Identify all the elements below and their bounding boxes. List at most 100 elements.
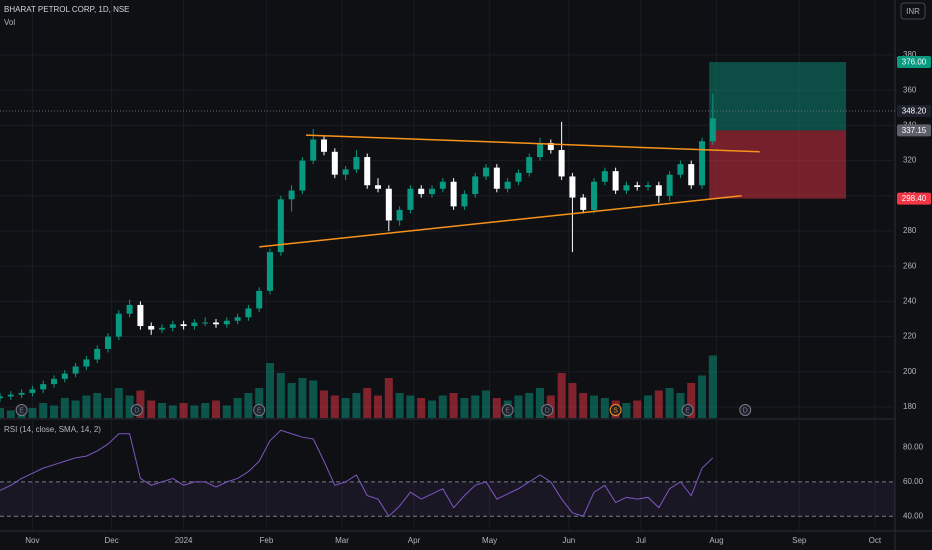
volume-bar [708, 355, 717, 418]
x-tick-label: Mar [335, 536, 349, 545]
volume-bar [341, 398, 350, 418]
event-label: D [545, 407, 550, 414]
volume-bar [60, 398, 69, 418]
candle-body [126, 304, 133, 314]
event-label: E [685, 407, 690, 414]
volume-bar [330, 395, 339, 418]
candle-body [623, 185, 630, 191]
volume-bar [633, 400, 642, 418]
candle-body [666, 174, 673, 196]
y-tick-label: 360 [903, 85, 917, 94]
y-tick-label: 320 [903, 156, 917, 165]
volume-label: Vol [4, 18, 15, 27]
volume-bar [287, 383, 296, 418]
rsi-tick-label: 80.00 [903, 443, 924, 452]
event-marker [541, 404, 554, 416]
event-marker [130, 404, 143, 416]
volume-bar [557, 373, 566, 418]
volume-bar [168, 405, 177, 418]
volume-bar [590, 395, 599, 418]
event-label: E [505, 407, 510, 414]
candle-body [699, 141, 706, 186]
volume-bar [266, 363, 275, 418]
candle-body [137, 304, 144, 327]
price-label: 337.15 [902, 126, 927, 135]
y-tick-label: 380 [903, 50, 917, 59]
candle-body [688, 164, 695, 186]
candle-body [353, 157, 360, 170]
volume-bar [0, 408, 4, 418]
volume-bar [406, 395, 415, 418]
volume-bar [568, 383, 577, 418]
volume-bar [212, 400, 221, 418]
candle-body [288, 190, 295, 200]
x-tick-label: Jul [636, 536, 646, 545]
candle-body [72, 366, 79, 374]
volume-bar [482, 390, 491, 418]
volume-bar [82, 395, 91, 418]
volume-bar [525, 393, 534, 418]
volume-bar [438, 395, 447, 418]
candle-body [180, 324, 187, 327]
candle-body [105, 336, 112, 349]
volume-bar [536, 388, 545, 418]
volume-bar [158, 403, 167, 418]
candle-body [677, 164, 684, 175]
price-label-box [897, 192, 931, 205]
volume-bar [644, 395, 653, 418]
y-tick-label: 260 [903, 261, 917, 270]
price-label: 376.00 [902, 58, 927, 67]
price-label-box [897, 56, 931, 69]
volume-bar [492, 398, 501, 418]
trendline [259, 195, 742, 248]
candle-body [655, 185, 662, 196]
volume-bar [114, 388, 123, 418]
candle-body [537, 143, 544, 158]
candle-body [396, 209, 403, 221]
candle-body [429, 188, 436, 195]
candle-body [277, 199, 284, 253]
candle-body [202, 322, 209, 324]
volume-bar [665, 388, 674, 418]
candle-body [191, 322, 198, 327]
volume-bar [222, 405, 231, 418]
candle-body [709, 118, 716, 142]
candle-body [472, 176, 479, 195]
candle-body [342, 169, 349, 175]
event-label: E [257, 407, 262, 414]
price-label: 298.40 [902, 194, 927, 203]
rsi-label: RSI (14, close, SMA, 14, 2) [4, 425, 101, 434]
event-marker [739, 404, 752, 416]
currency[interactable]: INR [906, 7, 920, 16]
candle-body [439, 181, 446, 189]
candle-body [256, 290, 263, 309]
candle-body [591, 181, 598, 210]
rsi-tick-label: 60.00 [903, 477, 924, 486]
volume-bar [136, 390, 145, 418]
candle-body [364, 157, 371, 186]
volume-bar [363, 388, 372, 418]
volume-bar [6, 410, 15, 418]
candle-body [299, 160, 306, 191]
event-label: E [19, 407, 24, 414]
x-tick-label: 2024 [175, 536, 193, 545]
position-target [709, 62, 847, 131]
volume-bar [460, 398, 469, 418]
candle-body [245, 308, 252, 318]
x-tick-label: Oct [869, 536, 882, 545]
candle-body [18, 392, 25, 395]
candle-body [51, 378, 58, 385]
candle-body [483, 167, 490, 177]
volume-bar [676, 393, 685, 418]
candle-body [418, 188, 425, 195]
rsi-band [0, 481, 895, 517]
event-label: S [613, 407, 618, 414]
volume-bar [622, 403, 631, 418]
rsi-tick-label: 40.00 [903, 511, 924, 520]
y-tick-label: 200 [903, 367, 917, 376]
volume-bar [579, 393, 588, 418]
currency-box[interactable] [900, 2, 926, 20]
trendline [305, 134, 760, 153]
candle-body [234, 317, 241, 321]
